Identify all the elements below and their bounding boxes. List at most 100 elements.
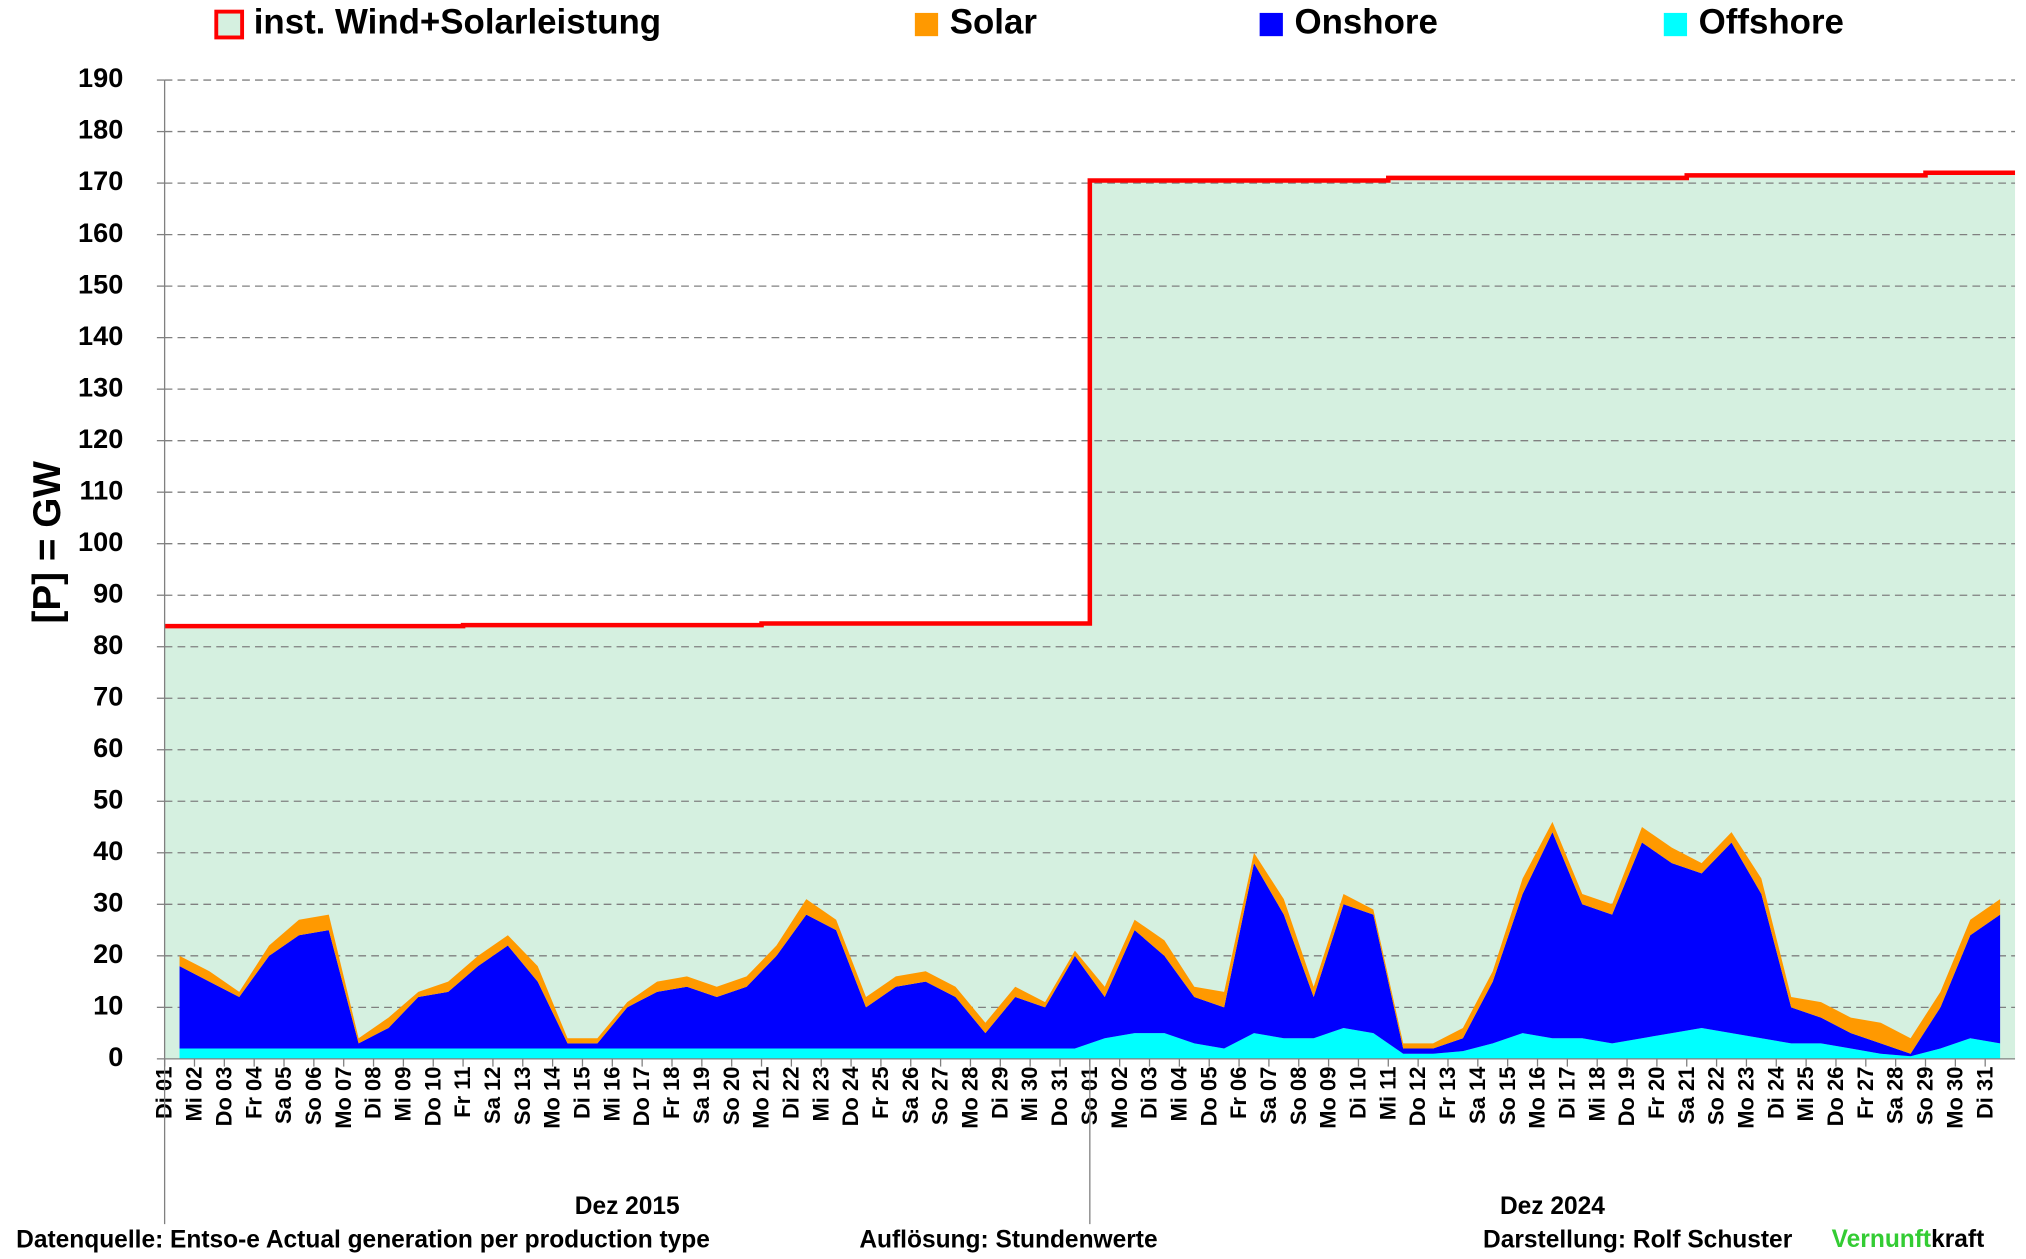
x-tick-label: Mo 21 [749, 1067, 774, 1129]
x-tick-label: Mi 25 [1793, 1067, 1818, 1122]
y-axis-label: [P] = GW [26, 461, 69, 624]
x-tick-label: Mi 30 [1017, 1067, 1042, 1122]
legend-label: Offshore [1699, 3, 1844, 42]
y-tick-label: 190 [78, 62, 123, 93]
x-tick-label: Do 24 [838, 1066, 863, 1127]
x-tick-label: Sa 12 [480, 1067, 505, 1124]
x-tick-label: Fr 27 [1853, 1067, 1878, 1119]
x-tick-label: Sa 19 [689, 1067, 714, 1124]
y-tick-label: 40 [93, 835, 123, 866]
x-tick-label: Mi 11 [1375, 1067, 1400, 1121]
y-tick-label: 130 [78, 371, 123, 402]
y-tick-label: 50 [93, 783, 123, 814]
x-tick-label: So 29 [1913, 1067, 1938, 1126]
x-tick-label: Mo 28 [958, 1067, 983, 1129]
x-tick-label: Fr 04 [241, 1066, 266, 1119]
y-tick-label: 0 [108, 1041, 123, 1072]
x-tick-label: Mi 02 [182, 1067, 207, 1122]
x-tick-label: Fr 06 [1226, 1067, 1251, 1119]
x-tick-label: Do 26 [1823, 1067, 1848, 1127]
x-tick-label: Di 15 [570, 1067, 595, 1119]
group-label: Dez 2024 [1500, 1193, 1605, 1220]
y-tick-label: 30 [93, 886, 123, 917]
x-tick-label: Mo 23 [1734, 1067, 1759, 1129]
x-tick-label: Do 10 [420, 1067, 445, 1127]
capacity-line [164, 170, 2016, 629]
x-tick-label: Di 17 [1554, 1067, 1579, 1119]
legend-label: Solar [950, 3, 1038, 42]
x-tick-label: So 20 [719, 1067, 744, 1126]
x-tick-label: So 15 [1495, 1067, 1520, 1126]
y-tick-label: 180 [78, 114, 123, 145]
brand-part: kraft [1931, 1226, 1984, 1253]
x-tick-label: Di 24 [1763, 1066, 1788, 1119]
group-label: Dez 2015 [575, 1193, 680, 1220]
y-tick-label: 120 [78, 423, 123, 454]
footer-brand: Vernunftkraft [1832, 1226, 1985, 1253]
y-tick-label: 140 [78, 320, 123, 351]
x-tick-label: Di 10 [1346, 1067, 1371, 1119]
x-tick-label: Sa 26 [898, 1067, 923, 1124]
x-tick-label: Mi 04 [1166, 1066, 1191, 1122]
y-tick-label: 60 [93, 732, 123, 763]
y-tick-label: 70 [93, 680, 123, 711]
x-tick-label: Sa 21 [1674, 1067, 1699, 1124]
x-tick-label: Mo 09 [1316, 1067, 1341, 1129]
x-tick-label: Di 29 [987, 1067, 1012, 1119]
y-tick-label: 80 [93, 629, 123, 660]
area-0 [179, 1027, 2001, 1059]
footer-resolution: Auflösung: Stundenwerte [859, 1226, 1157, 1253]
x-tick-label: Sa 14 [1465, 1066, 1490, 1124]
x-tick-label: Di 31 [1972, 1067, 1997, 1119]
x-tick-label: Mo 16 [1525, 1067, 1550, 1129]
x-tick-label: Di 03 [1137, 1067, 1162, 1119]
x-tick-label: Do 19 [1614, 1067, 1639, 1127]
x-tick-label: Do 17 [629, 1067, 654, 1127]
y-tick-label: 150 [78, 268, 123, 299]
x-tick-label: Mo 30 [1942, 1067, 1967, 1129]
y-tick-label: 100 [78, 526, 123, 557]
x-tick-label: Mi 09 [390, 1067, 415, 1122]
x-tick-label: So 06 [301, 1067, 326, 1126]
x-tick-label: Sa 28 [1883, 1067, 1908, 1124]
legend-swatch [1259, 12, 1283, 37]
x-tick-label: Do 05 [1196, 1067, 1221, 1127]
legend-swatch [1663, 12, 1688, 37]
x-tick-label: Mi 18 [1584, 1067, 1609, 1122]
footer-author: Darstellung: Rolf Schuster [1483, 1226, 1793, 1253]
x-tick-label: Fr 18 [659, 1067, 684, 1119]
legend-label: Onshore [1294, 3, 1437, 42]
x-tick-label: Do 31 [1047, 1067, 1072, 1127]
x-tick-label: Sa 05 [271, 1067, 296, 1124]
y-tick-label: 10 [93, 989, 123, 1020]
brand-part: Vernunft [1832, 1226, 1931, 1253]
x-tick-label: Mi 16 [599, 1067, 624, 1122]
legend-label: inst. Wind+Solarleistung [254, 3, 661, 42]
x-tick-label: Mo 14 [540, 1066, 565, 1129]
x-tick-label: Mo 02 [1107, 1067, 1132, 1129]
x-tick-label: Fr 11 [450, 1067, 475, 1118]
x-tick-label: Di 08 [361, 1067, 386, 1119]
y-tick-label: 170 [78, 165, 123, 196]
area-1 [179, 832, 2001, 1057]
x-tick-label: Fr 25 [868, 1067, 893, 1119]
x-tick-label: So 08 [1286, 1067, 1311, 1126]
x-tick-label: So 13 [510, 1067, 535, 1126]
y-tick-label: 20 [93, 938, 123, 969]
y-tick-label: 110 [80, 474, 124, 505]
x-tick-label: So 27 [928, 1067, 953, 1126]
x-tick-label: Di 22 [778, 1067, 803, 1119]
x-tick-label: Do 03 [211, 1067, 236, 1127]
x-tick-label: Do 12 [1405, 1067, 1430, 1127]
footer-source: Datenquelle: Entso-e Actual generation p… [16, 1226, 710, 1253]
y-tick-label: 160 [78, 217, 123, 248]
x-tick-label: Mi 23 [808, 1067, 833, 1122]
y-tick-label: 90 [93, 577, 123, 608]
legend-swatch [914, 12, 939, 37]
x-tick-label: Mo 07 [331, 1067, 356, 1129]
x-tick-label: Fr 20 [1644, 1067, 1669, 1119]
x-tick-label: Sa 07 [1256, 1067, 1281, 1124]
legend-swatch [214, 9, 245, 40]
x-tick-label: Fr 13 [1435, 1067, 1460, 1119]
